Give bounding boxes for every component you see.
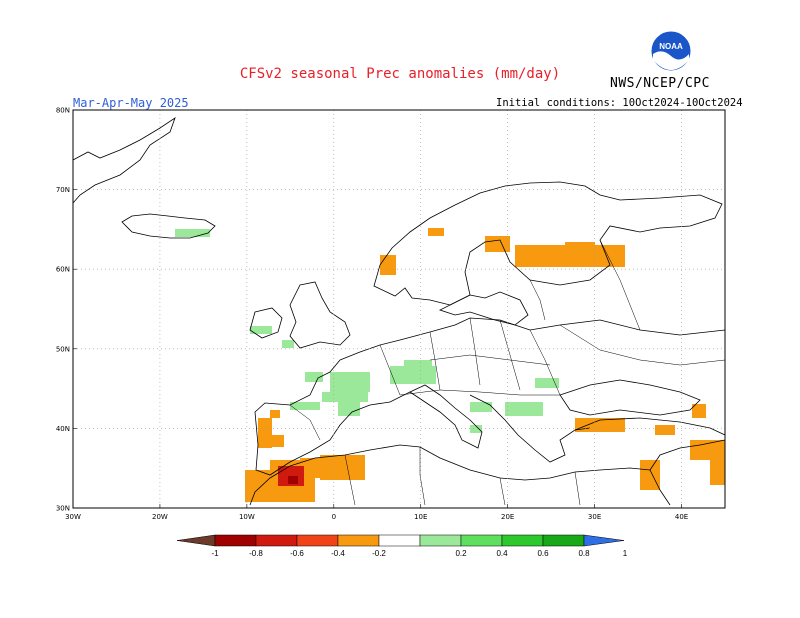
anomaly-cell: [322, 392, 368, 402]
iberia-coast: [254, 359, 411, 476]
anomaly-cell: [505, 402, 543, 416]
colorbar-segment: [419, 534, 462, 547]
anomaly-cell: [175, 229, 210, 237]
balkans-coast: [469, 394, 591, 463]
colorbar-segment: [255, 534, 298, 547]
country-borders: [289, 239, 726, 506]
lat-tick-label: 70N: [56, 186, 70, 194]
anomaly-cell: [390, 366, 436, 384]
scandinavia-coast: [373, 181, 723, 306]
britain-coast: [289, 281, 351, 349]
turkey-coast: [574, 417, 726, 436]
europe-coast: [339, 317, 726, 361]
colorbar-segment: [296, 534, 339, 547]
lon-tick-label: 0: [332, 513, 336, 521]
coastlines: [72, 116, 726, 506]
anomaly-cell: [338, 402, 360, 416]
colorbar-segment: [378, 534, 421, 547]
colorbar-label: -0.6: [290, 549, 304, 558]
anomaly-cell: [428, 228, 444, 236]
africa-coast: [249, 444, 671, 506]
anomaly-cell: [710, 445, 725, 485]
blacksea-coast: [559, 379, 701, 416]
colorbar-segment: [460, 534, 503, 547]
graticule: [73, 110, 725, 508]
ireland-coast: [249, 307, 283, 339]
anomaly-cell: [470, 425, 482, 433]
anomaly-cell: [270, 410, 280, 418]
map-frame: [72, 109, 726, 509]
iceland-coast: [121, 213, 216, 239]
colorbar: -1 -0.8 -0.6 -0.4 -0.2 0.2 0.4 0.6 0.8 1: [176, 534, 628, 558]
anomaly-cell: [258, 418, 272, 448]
italy-coast: [409, 384, 483, 449]
lon-tick-label: 20W: [152, 513, 168, 521]
anomaly-cell: [485, 236, 510, 252]
lon-tick-label: 10E: [414, 513, 427, 521]
anomaly-cell: [272, 435, 284, 447]
colorbar-segment: [501, 534, 544, 547]
colorbar-lower-arrow: [176, 534, 216, 547]
lat-tick-label: 50N: [56, 345, 70, 353]
lon-tick-label: 30W: [65, 513, 81, 521]
lon-tick-label: 10W: [239, 513, 255, 521]
svg-text:NOAA: NOAA: [659, 42, 683, 51]
lat-tick-label: 60N: [56, 266, 70, 274]
anomaly-cell: [404, 360, 432, 368]
greenland-coast: [72, 116, 176, 204]
lat-tick-label: 40N: [56, 425, 70, 433]
anomaly-cell: [515, 245, 625, 267]
lat-tick-label: 30N: [56, 505, 70, 513]
colorbar-segment: [214, 534, 257, 547]
anomaly-cell: [380, 255, 396, 275]
lon-tick-label: 30E: [588, 513, 601, 521]
colorbar-label: -0.8: [249, 549, 263, 558]
colorbar-label: -1: [211, 549, 219, 558]
lon-tick-label: 20E: [501, 513, 514, 521]
colorbar-segment: [542, 534, 585, 547]
colorbar-label: -0.4: [331, 549, 345, 558]
anomaly-cell: [305, 372, 323, 382]
levant-coast: [649, 439, 726, 471]
anomaly-cell: [330, 372, 370, 392]
anomaly-cell: [320, 455, 365, 480]
colorbar-upper-arrow: [583, 534, 625, 547]
anomaly-cell-core: [288, 476, 298, 484]
colorbar-segment: [337, 534, 380, 547]
colorbar-label: 1: [623, 549, 628, 558]
colorbar-label: 0.2: [455, 549, 467, 558]
initial-conditions-label: Initial conditions: 10Oct2024-10Oct2024: [496, 97, 743, 109]
anomaly-cell: [282, 340, 294, 348]
anomaly-cells: [175, 228, 725, 502]
lat-tick-label: 80N: [56, 107, 70, 115]
colorbar-label: 0.8: [578, 549, 590, 558]
anomaly-cell: [640, 460, 660, 490]
colorbar-label: 0.6: [537, 549, 549, 558]
colorbar-label: 0.4: [496, 549, 508, 558]
baltic-coast: [438, 291, 529, 326]
colorbar-label: -0.2: [372, 549, 386, 558]
anomaly-cell: [290, 402, 320, 410]
anomaly-cell: [565, 242, 595, 252]
anomaly-cell: [535, 378, 559, 388]
lon-tick-label: 40E: [675, 513, 688, 521]
season-label: Mar-Apr-May 2025: [73, 96, 189, 110]
anomaly-cell: [250, 326, 272, 334]
agency-label: NWS/NCEP/CPC: [610, 76, 710, 91]
anomaly-cell: [470, 402, 492, 412]
anomaly-cell: [655, 425, 675, 435]
anomaly-cell: [692, 404, 706, 418]
noaa-logo: NOAA: [650, 30, 692, 72]
chart-title: CFSv2 seasonal Prec anomalies (mm/day): [239, 66, 561, 82]
